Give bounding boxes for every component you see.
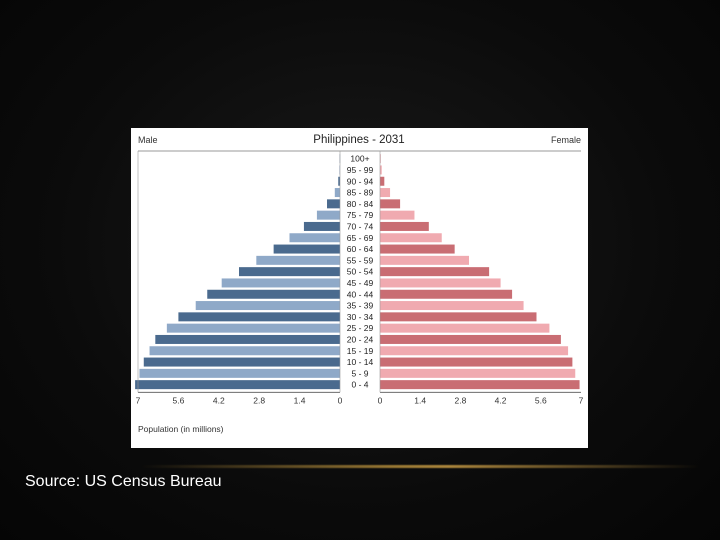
chart-svg: Male Philippines - 2031 Female 100+95 - …	[135, 134, 584, 434]
age-group-label: 20 - 24	[347, 334, 374, 344]
x-tick-label-right: 1.4	[414, 395, 426, 405]
female-bar	[380, 346, 569, 356]
bars-group	[135, 154, 580, 390]
male-label: Male	[138, 135, 158, 145]
female-bar	[380, 289, 513, 299]
male-bar	[256, 255, 340, 265]
x-axis-label: Population (in millions)	[138, 424, 224, 434]
x-tick-label-left: 4.2	[213, 395, 225, 405]
female-bar	[380, 199, 401, 209]
x-tick-label-right: 7	[579, 395, 584, 405]
male-bar	[207, 289, 340, 299]
male-bar	[135, 380, 340, 390]
male-bar	[155, 334, 340, 344]
age-group-label: 30 - 34	[347, 312, 374, 322]
x-tick-label-right: 5.6	[535, 395, 547, 405]
x-tick-label-left: 2.8	[253, 395, 265, 405]
age-group-label: 5 - 9	[351, 368, 368, 378]
x-tick-label-left: 1.4	[294, 395, 306, 405]
chart-title: Philippines - 2031	[313, 134, 404, 146]
male-bar	[143, 357, 340, 367]
male-bar	[289, 233, 340, 243]
axes-group: 7 5.6 4.2 2.8 1.4 0 0 1.4 2.8 4.2 5.6 7	[136, 151, 584, 405]
age-group-label: 25 - 29	[347, 323, 374, 333]
male-bar	[327, 199, 340, 209]
age-group-label: 70 - 74	[347, 221, 374, 231]
age-group-label: 15 - 19	[347, 346, 374, 356]
male-bar	[149, 346, 340, 356]
female-bar	[380, 323, 550, 333]
female-bar	[380, 255, 470, 265]
male-bar	[166, 323, 340, 333]
female-bar	[380, 312, 537, 322]
x-tick-label-right: 0	[378, 395, 383, 405]
female-bar	[380, 380, 580, 390]
x-tick-label-right: 2.8	[454, 395, 466, 405]
age-group-label: 80 - 84	[347, 199, 374, 209]
x-tick-label-left: 0	[338, 395, 343, 405]
age-group-label: 50 - 54	[347, 267, 374, 277]
female-bar	[380, 210, 415, 220]
age-group-label: 35 - 39	[347, 301, 374, 311]
male-bar	[334, 188, 340, 198]
age-group-label: 95 - 99	[347, 165, 374, 175]
female-bar	[380, 334, 561, 344]
age-group-label: 65 - 69	[347, 233, 374, 243]
female-label: Female	[551, 135, 581, 145]
male-bar	[273, 244, 340, 254]
female-bar	[380, 165, 382, 175]
male-bar	[221, 278, 340, 288]
age-group-label: 10 - 14	[347, 357, 374, 367]
age-group-label: 40 - 44	[347, 289, 374, 299]
female-bar	[380, 244, 455, 254]
male-bar	[239, 267, 340, 277]
x-tick-label-left: 7	[136, 395, 141, 405]
female-bar	[380, 176, 385, 186]
female-bar	[380, 221, 429, 231]
female-bar	[380, 188, 391, 198]
source-caption: Source: US Census Bureau	[25, 473, 222, 490]
age-group-label: 75 - 79	[347, 210, 374, 220]
male-bar	[195, 301, 340, 311]
age-group-label: 90 - 94	[347, 176, 374, 186]
age-group-label: 45 - 49	[347, 278, 374, 288]
population-pyramid-chart: Male Philippines - 2031 Female 100+ 95 - …	[131, 128, 588, 448]
age-group-label: 55 - 59	[347, 255, 374, 265]
female-bar	[380, 368, 576, 378]
x-tick-label-right: 4.2	[495, 395, 507, 405]
female-bar	[380, 301, 524, 311]
female-bar	[380, 278, 501, 288]
female-bar	[380, 357, 573, 367]
male-bar	[316, 210, 340, 220]
female-bar	[380, 233, 442, 243]
age-group-label: 0 - 4	[351, 380, 368, 390]
male-bar	[178, 312, 340, 322]
male-bar	[303, 221, 340, 231]
divider-glow	[140, 465, 700, 468]
age-group-label: 100+	[350, 154, 369, 164]
male-bar	[338, 176, 340, 186]
age-group-label: 60 - 64	[347, 244, 374, 254]
female-bar	[380, 267, 490, 277]
age-group-label: 85 - 89	[347, 188, 374, 198]
x-tick-label-left: 5.6	[172, 395, 184, 405]
male-bar	[139, 368, 340, 378]
